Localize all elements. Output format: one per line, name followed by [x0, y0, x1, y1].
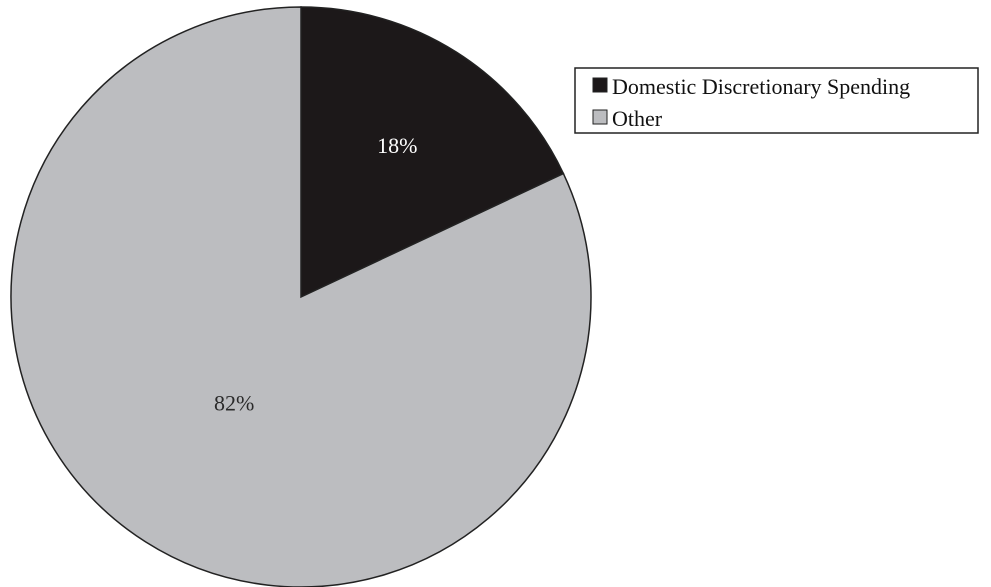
legend-box	[574, 67, 979, 134]
pie-label-domestic-discretionary-spending: 18%	[377, 133, 417, 158]
legend: Domestic Discretionary Spending Other	[574, 67, 979, 134]
legend-swatch-domestic-discretionary-spending	[592, 77, 608, 93]
legend-label-domestic-discretionary-spending: Domestic Discretionary Spending	[612, 74, 910, 99]
pie-slice-domestic-discretionary-spending	[300, 6, 565, 299]
pie-label-other: 82%	[214, 390, 254, 415]
pie-data-labels: 18% 82%	[214, 133, 417, 415]
legend-swatch-other	[592, 109, 608, 125]
pie-slice-other	[10, 6, 592, 587]
legend-label-other: Other	[612, 106, 663, 131]
pie-slices	[10, 6, 592, 587]
